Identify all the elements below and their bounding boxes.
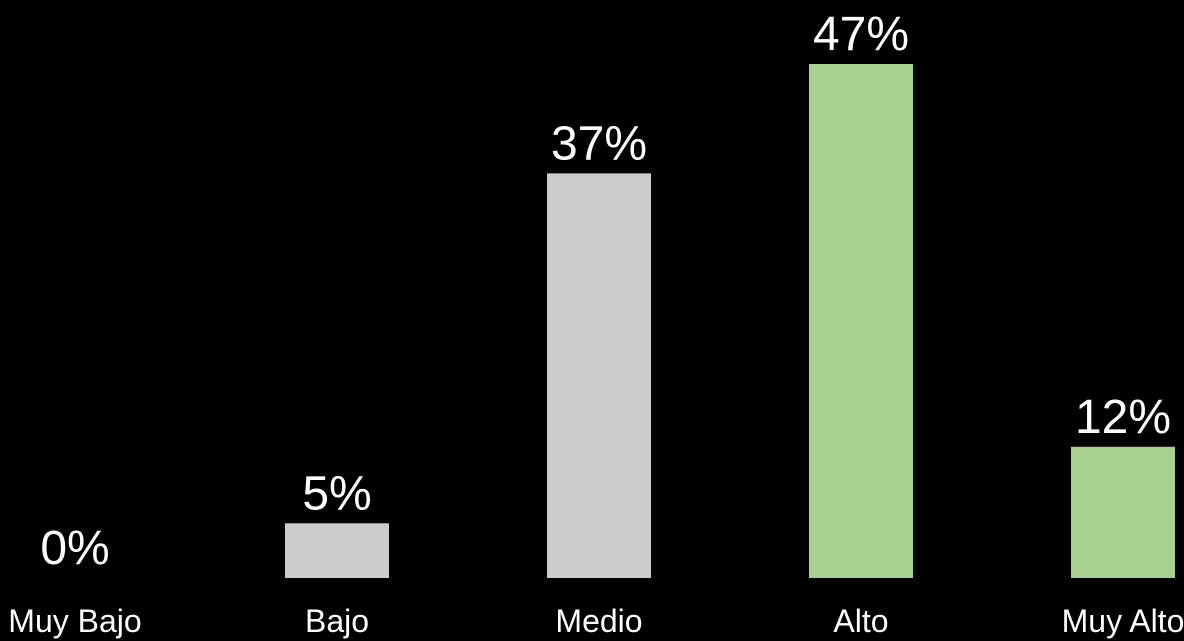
value-label-muy-alto: 12%: [1075, 391, 1171, 444]
value-label-medio: 37%: [551, 117, 647, 170]
category-label-muy-bajo: Muy Bajo: [8, 603, 141, 639]
bar-bajo: [285, 523, 389, 578]
value-label-muy-bajo: 0%: [40, 522, 109, 575]
category-label-bajo: Bajo: [305, 603, 369, 639]
value-label-alto: 47%: [813, 8, 909, 61]
category-label-muy-alto: Muy Alto: [1062, 603, 1184, 639]
value-label-bajo: 5%: [302, 467, 371, 520]
bar-medio: [547, 173, 651, 579]
category-label-alto: Alto: [833, 603, 888, 639]
bar-alto: [809, 64, 913, 578]
bar-muy-alto: [1071, 446, 1175, 578]
category-label-medio: Medio: [555, 603, 642, 639]
